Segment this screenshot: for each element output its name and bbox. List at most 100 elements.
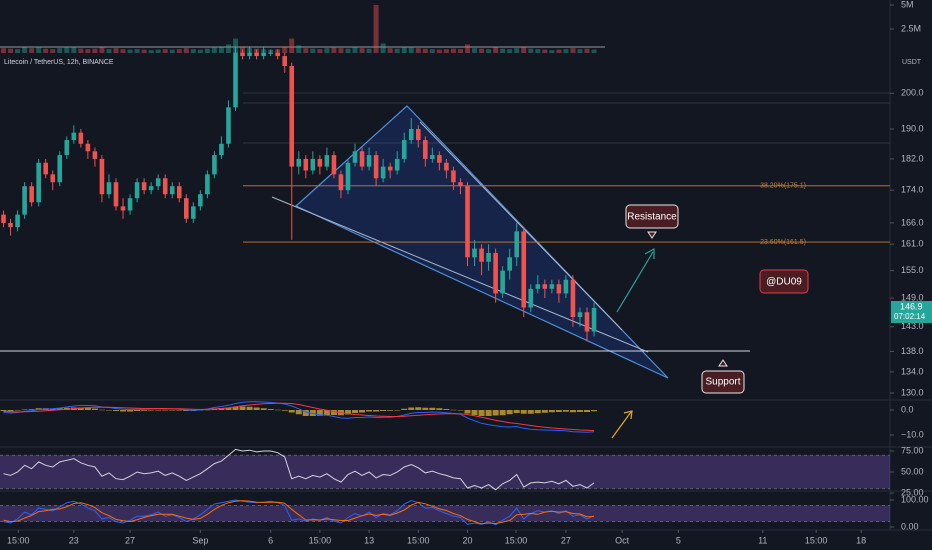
- histogram-bar: [359, 410, 366, 413]
- candle-body: [282, 56, 288, 67]
- candle-body: [191, 206, 196, 219]
- candle-body: [535, 284, 541, 289]
- histogram-bar: [415, 407, 422, 410]
- histogram-bar: [28, 409, 35, 410]
- volume-bar: [443, 49, 449, 53]
- histogram-bar: [534, 410, 541, 414]
- last-price-label: 146.9: [900, 301, 923, 311]
- candle-body: [437, 155, 442, 163]
- volume-bar: [106, 49, 112, 53]
- volume-bar: [162, 49, 168, 53]
- histogram-bar: [204, 409, 211, 411]
- volume-bar: [36, 46, 42, 53]
- x-tick-label: 13: [364, 535, 374, 545]
- histogram-bar: [555, 410, 562, 412]
- arrow-head: [644, 247, 655, 259]
- histogram-bar: [380, 410, 387, 411]
- histogram-bar: [127, 410, 134, 412]
- volume-bar: [401, 47, 407, 53]
- histogram-bar: [541, 410, 548, 413]
- candle-body: [556, 284, 562, 294]
- candle-body: [183, 198, 189, 219]
- volume-bar: [296, 45, 302, 53]
- volume-bar: [387, 48, 393, 53]
- volume-bar: [120, 49, 126, 53]
- histogram-bar: [14, 410, 21, 411]
- candle-body: [373, 155, 379, 179]
- histogram-bar: [450, 409, 457, 411]
- callout-box: [701, 370, 745, 394]
- callout-pointer: [647, 231, 657, 239]
- y-tick-label: 161.0: [901, 239, 924, 249]
- volume-bar: [113, 48, 119, 53]
- histogram-bar: [366, 410, 373, 412]
- histogram-bar: [274, 409, 281, 411]
- volume-bar: [225, 44, 231, 53]
- volume-bar: [15, 49, 21, 53]
- y-tick-label: 5M: [901, 0, 914, 9]
- candle-body: [219, 143, 224, 156]
- candle-body: [423, 140, 428, 159]
- x-tick-label: 27: [125, 535, 135, 545]
- wedge-upper-line: [419, 121, 623, 331]
- volume-bar: [169, 49, 175, 53]
- histogram-bar: [429, 407, 436, 410]
- y-tick-label: 155.0: [901, 265, 924, 275]
- histogram-bar: [352, 410, 359, 413]
- volume-bar: [22, 47, 28, 53]
- indicator-line: [3, 499, 595, 526]
- y-tick-label: 143.0: [901, 321, 924, 331]
- histogram-bar: [77, 407, 84, 410]
- candle-body: [584, 312, 590, 332]
- candle-body: [451, 170, 456, 183]
- volume-bar: [472, 48, 478, 53]
- candle-body: [394, 158, 400, 171]
- volume-bar: [197, 49, 203, 53]
- histogram-bar: [288, 410, 295, 413]
- candle-body: [176, 186, 182, 199]
- volume-bar: [141, 49, 147, 53]
- x-tick-label: 15:00: [505, 535, 528, 545]
- volume-bar: [415, 48, 421, 53]
- candle-body: [113, 182, 119, 207]
- volume-bar: [457, 49, 463, 53]
- fib-label: 38.20%(175.1): [760, 183, 806, 190]
- y-tick-label: 75.00: [901, 445, 924, 455]
- indicator-line: [3, 402, 595, 431]
- volume-bar: [148, 50, 154, 53]
- candle-body: [570, 279, 576, 318]
- volume-bar: [479, 48, 485, 53]
- volume-bar: [289, 38, 295, 53]
- candle-body: [36, 162, 41, 203]
- candle-body: [324, 155, 330, 167]
- volume-bar: [134, 49, 140, 53]
- volume-bar: [218, 47, 224, 53]
- candle-body: [22, 186, 27, 215]
- volume-bar: [57, 48, 63, 53]
- fib-label: 23.60%(161.5): [760, 239, 806, 246]
- candle-body: [71, 132, 77, 141]
- callout-box: [625, 204, 679, 229]
- y-tick-label: 100.00: [901, 494, 929, 504]
- volume-bar: [486, 49, 492, 53]
- volume-bar: [99, 47, 105, 53]
- volume-bar: [500, 48, 506, 53]
- volume-bar: [429, 49, 435, 53]
- volume-bar: [50, 49, 56, 53]
- volume-bar: [176, 49, 182, 53]
- histogram-bar: [239, 406, 246, 410]
- candle-body: [15, 214, 20, 228]
- author-label: @DU09: [766, 277, 802, 288]
- histogram-bar: [232, 406, 239, 410]
- volume-bar: [542, 49, 548, 53]
- candle-body: [401, 140, 407, 159]
- x-tick-label: 27: [561, 535, 571, 545]
- volume-bar: [190, 49, 196, 53]
- candle-body: [317, 158, 323, 167]
- candle-body: [303, 158, 309, 171]
- candle-body: [134, 182, 140, 199]
- candle-body: [514, 231, 520, 258]
- candle-body: [465, 186, 470, 258]
- candle-body: [169, 186, 175, 195]
- candle-body: [528, 288, 534, 308]
